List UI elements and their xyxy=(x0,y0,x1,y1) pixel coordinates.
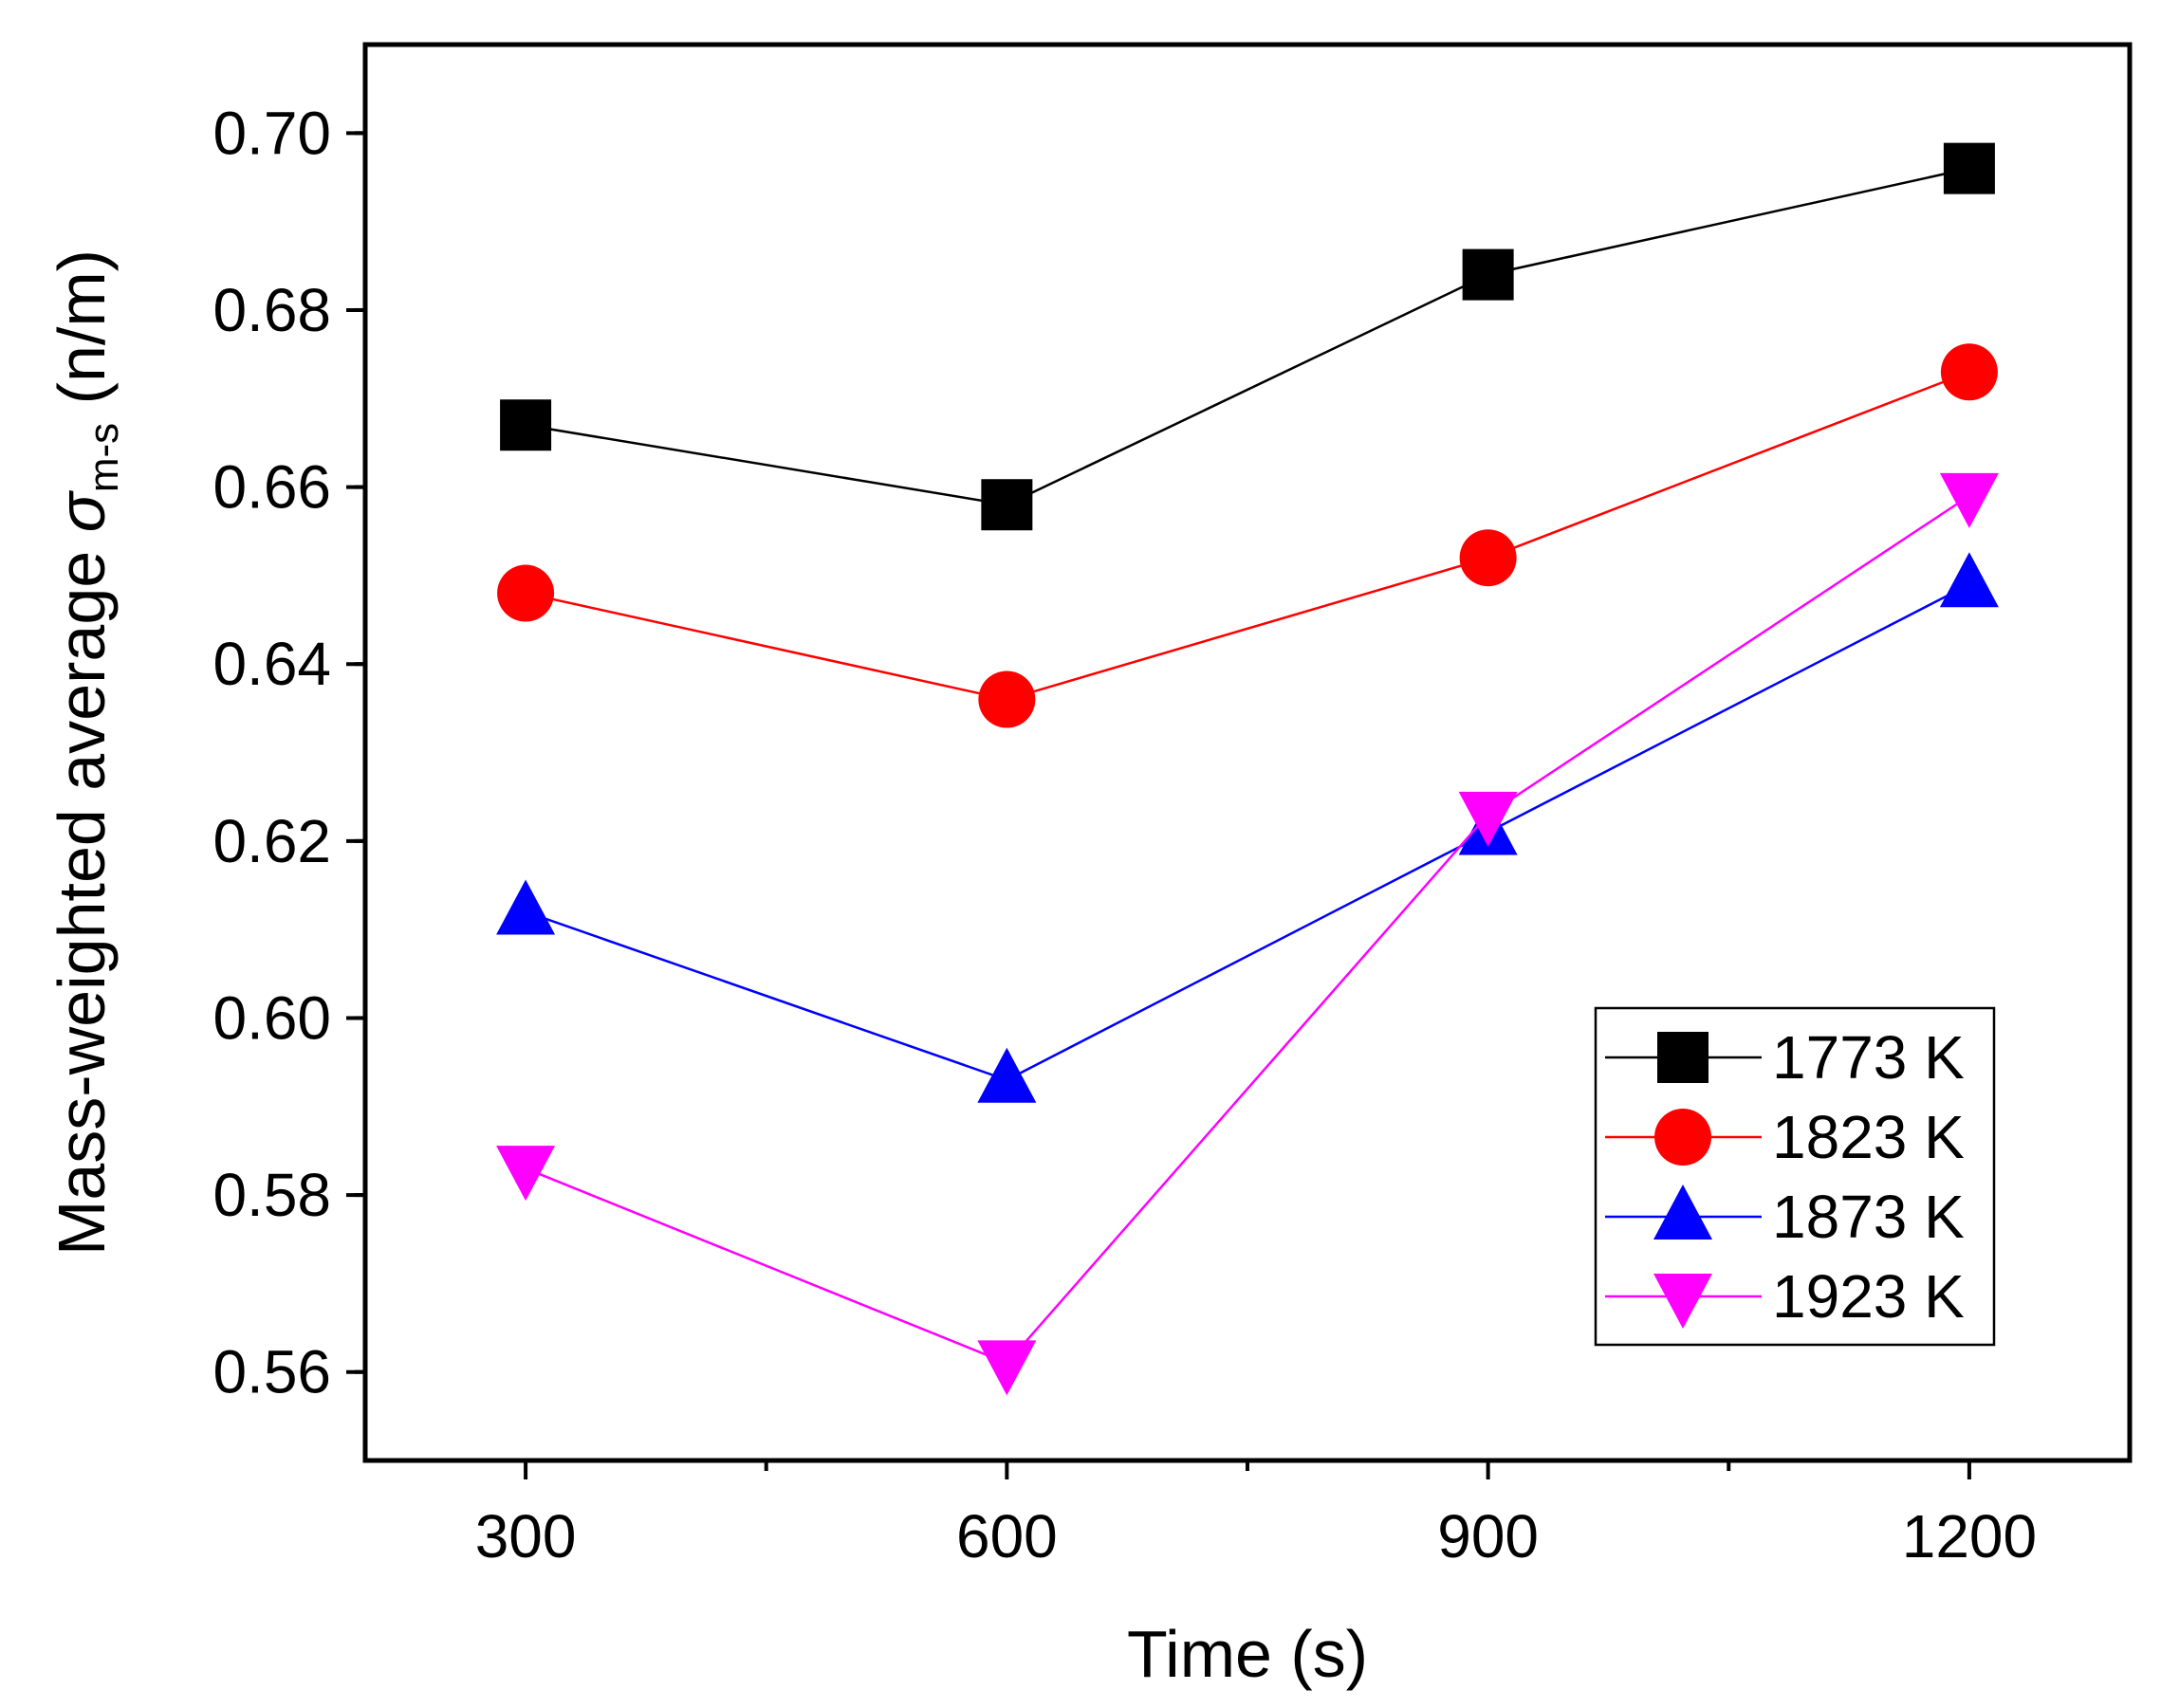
data-point-square xyxy=(1462,248,1514,301)
data-point-triangle-down xyxy=(1939,472,1999,528)
y-tick-label: 0.60 xyxy=(212,983,331,1052)
legend-entry: 1823 K xyxy=(1605,1103,1965,1171)
data-point-triangle-down xyxy=(1458,791,1518,847)
legend-entry: 1773 K xyxy=(1605,1023,1965,1092)
legend-marker xyxy=(1657,1032,1708,1083)
y-axis-title-symbol: σ xyxy=(45,489,119,532)
y-tick-label: 0.64 xyxy=(212,630,331,698)
legend-label: 1773 K xyxy=(1772,1023,1965,1092)
series-line xyxy=(525,583,1970,1082)
y-axis-title-subscript: m-s xyxy=(81,423,127,492)
series-line xyxy=(525,494,1970,1365)
y-axis-title: Mass-weighted average σm-s (n/m) xyxy=(45,249,127,1256)
legend-marker xyxy=(1653,1274,1712,1329)
series-1923-K xyxy=(496,472,1999,1396)
series-line xyxy=(525,371,1970,701)
tick-labels: 0.56 0.58 0.60 0.62 0.64 0.66 0.68 0.70 300 600 90… xyxy=(212,99,2037,1570)
data-point-circle xyxy=(1940,343,1998,401)
data-point-triangle-up xyxy=(977,1047,1037,1103)
x-tick-label: 300 xyxy=(475,1502,577,1570)
legend-marker xyxy=(1654,1109,1711,1166)
y-tick-label: 0.66 xyxy=(212,453,331,522)
legend: 1773 K 1823 K 1873 K 1923 K xyxy=(1594,1006,1996,1347)
data-point-triangle-up xyxy=(1939,552,1999,608)
series-1823-K xyxy=(497,343,1998,728)
data-point-triangle-down xyxy=(977,1340,1037,1396)
x-axis-title: Time (s) xyxy=(1127,1617,1368,1691)
legend-label: 1873 K xyxy=(1772,1183,1965,1251)
series-layer xyxy=(496,142,1999,1396)
data-point-square xyxy=(1943,142,1995,194)
x-tick-label: 600 xyxy=(956,1502,1058,1570)
y-tick-label: 0.58 xyxy=(212,1161,331,1229)
legend-entry: 1923 K xyxy=(1605,1262,1965,1331)
legend-marker xyxy=(1653,1185,1712,1240)
legend-label: 1923 K xyxy=(1772,1262,1965,1331)
plot-frame xyxy=(362,42,2133,1463)
legend-label: 1823 K xyxy=(1772,1103,1965,1171)
series-line xyxy=(525,167,1970,506)
y-tick-label: 0.68 xyxy=(212,276,331,344)
y-tick-label: 0.70 xyxy=(212,99,331,167)
data-point-square xyxy=(500,399,552,451)
legend-entry: 1873 K xyxy=(1605,1183,1965,1251)
data-point-circle xyxy=(1459,529,1517,587)
y-tick-label: 0.62 xyxy=(212,807,331,875)
data-point-square xyxy=(981,479,1033,531)
y-axis-title-suffix: (n/m) xyxy=(45,249,119,423)
y-axis-title-prefix: Mass-weighted average xyxy=(45,532,119,1256)
data-point-triangle-down xyxy=(496,1146,556,1202)
data-point-circle xyxy=(978,670,1036,728)
y-tick-label: 0.56 xyxy=(212,1338,331,1406)
x-tick-label: 1200 xyxy=(1902,1502,2037,1570)
data-point-circle xyxy=(497,564,555,622)
series-1773-K xyxy=(500,142,1995,531)
x-tick-label: 900 xyxy=(1437,1502,1539,1570)
data-point-triangle-up xyxy=(496,879,556,935)
